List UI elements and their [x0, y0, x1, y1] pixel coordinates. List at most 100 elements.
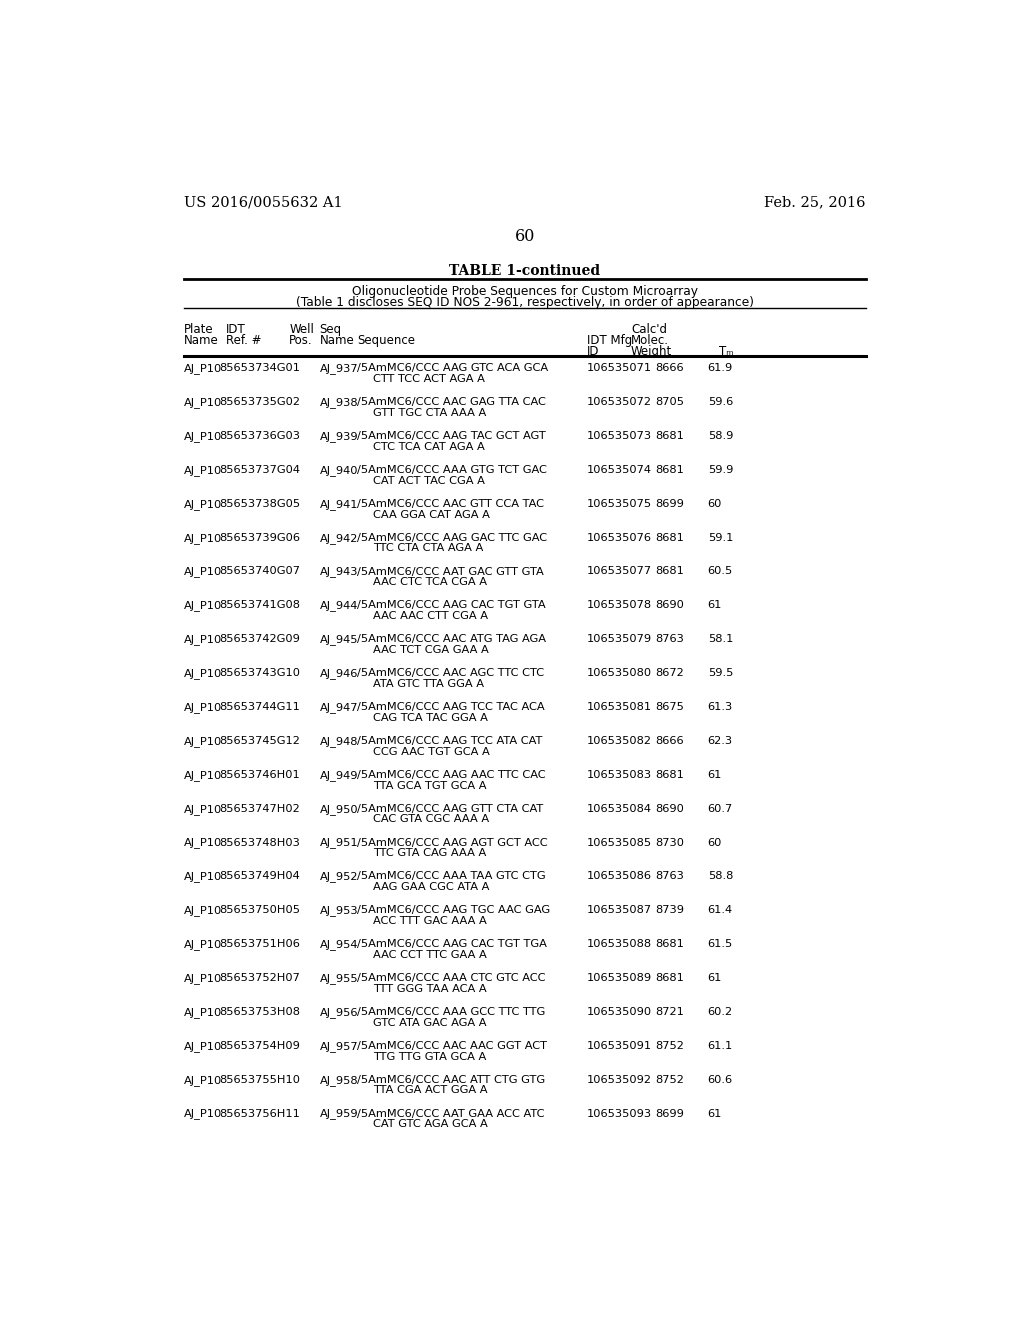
Text: 59.1: 59.1: [708, 533, 733, 543]
Text: AAC AAC CTT CGA A: AAC AAC CTT CGA A: [373, 611, 487, 622]
Text: /5AmMC6/CCC AAG GTC ACA GCA: /5AmMC6/CCC AAG GTC ACA GCA: [357, 363, 549, 374]
Text: AJ_943: AJ_943: [319, 566, 358, 577]
Text: 8681: 8681: [655, 465, 684, 475]
Text: AJ_937: AJ_937: [319, 363, 358, 374]
Text: 106535087: 106535087: [587, 906, 652, 915]
Text: CAC GTA CGC AAA A: CAC GTA CGC AAA A: [373, 814, 489, 825]
Text: 60.5: 60.5: [708, 566, 733, 577]
Text: 85653738G05: 85653738G05: [219, 499, 301, 508]
Text: 8699: 8699: [655, 499, 684, 508]
Text: 106535085: 106535085: [587, 838, 652, 847]
Text: /5AmMC6/CCC AAG AAC TTC CAC: /5AmMC6/CCC AAG AAC TTC CAC: [357, 770, 546, 780]
Text: Well: Well: [289, 323, 314, 337]
Text: 106535092: 106535092: [587, 1074, 652, 1085]
Text: /5AmMC6/CCC AAT GAC GTT GTA: /5AmMC6/CCC AAT GAC GTT GTA: [357, 566, 544, 577]
Text: 106535081: 106535081: [587, 702, 652, 711]
Text: /5AmMC6/CCC AAC GTT CCA TAC: /5AmMC6/CCC AAC GTT CCA TAC: [357, 499, 545, 508]
Text: Sequence: Sequence: [357, 334, 416, 347]
Text: /5AmMC6/CCC AAA GCC TTC TTG: /5AmMC6/CCC AAA GCC TTC TTG: [357, 1007, 546, 1016]
Text: 106535076: 106535076: [587, 533, 652, 543]
Text: US 2016/0055632 A1: US 2016/0055632 A1: [183, 195, 342, 210]
Text: TTA CGA ACT GGA A: TTA CGA ACT GGA A: [373, 1085, 487, 1096]
Text: 106535093: 106535093: [587, 1109, 652, 1118]
Text: ID: ID: [587, 345, 599, 358]
Text: ACC TTT GAC AAA A: ACC TTT GAC AAA A: [373, 916, 486, 927]
Text: 61.1: 61.1: [708, 1040, 733, 1051]
Text: 106535090: 106535090: [587, 1007, 652, 1016]
Text: AJ_P10: AJ_P10: [183, 533, 222, 544]
Text: AJ_P10: AJ_P10: [183, 601, 222, 611]
Text: AAG GAA CGC ATA A: AAG GAA CGC ATA A: [373, 882, 489, 892]
Text: 106535075: 106535075: [587, 499, 652, 508]
Text: 60.2: 60.2: [708, 1007, 733, 1016]
Text: TTT GGG TAA ACA A: TTT GGG TAA ACA A: [373, 983, 486, 994]
Text: Plate: Plate: [183, 323, 213, 337]
Text: AJ_P10: AJ_P10: [183, 973, 222, 983]
Text: /5AmMC6/CCC AAT GAA ACC ATC: /5AmMC6/CCC AAT GAA ACC ATC: [357, 1109, 545, 1118]
Text: AJ_948: AJ_948: [319, 737, 358, 747]
Text: CAA GGA CAT AGA A: CAA GGA CAT AGA A: [373, 510, 489, 520]
Text: 85653745G12: 85653745G12: [219, 737, 300, 746]
Text: 61: 61: [708, 770, 722, 780]
Text: 60.7: 60.7: [708, 804, 733, 813]
Text: 106535086: 106535086: [587, 871, 652, 882]
Text: 85653737G04: 85653737G04: [219, 465, 300, 475]
Text: AJ_P10: AJ_P10: [183, 940, 222, 950]
Text: AJ_939: AJ_939: [319, 430, 358, 442]
Text: /5AmMC6/CCC AAC AGC TTC CTC: /5AmMC6/CCC AAC AGC TTC CTC: [357, 668, 545, 678]
Text: ATA GTC TTA GGA A: ATA GTC TTA GGA A: [373, 678, 484, 689]
Text: 8681: 8681: [655, 430, 684, 441]
Text: 8690: 8690: [655, 804, 684, 813]
Text: 106535084: 106535084: [587, 804, 652, 813]
Text: AJ_945: AJ_945: [319, 635, 358, 645]
Text: AJ_941: AJ_941: [319, 499, 358, 510]
Text: 8721: 8721: [655, 1007, 684, 1016]
Text: 61.3: 61.3: [708, 702, 733, 711]
Text: 106535074: 106535074: [587, 465, 652, 475]
Text: TABLE 1-continued: TABLE 1-continued: [450, 264, 600, 279]
Text: 106535078: 106535078: [587, 601, 652, 610]
Text: CAT ACT TAC CGA A: CAT ACT TAC CGA A: [373, 475, 484, 486]
Text: /5AmMC6/CCC AAC GAG TTA CAC: /5AmMC6/CCC AAC GAG TTA CAC: [357, 397, 546, 407]
Text: 85653753H08: 85653753H08: [219, 1007, 300, 1016]
Text: 61: 61: [708, 973, 722, 983]
Text: 85653748H03: 85653748H03: [219, 838, 300, 847]
Text: 8672: 8672: [655, 668, 684, 678]
Text: TTA GCA TGT GCA A: TTA GCA TGT GCA A: [373, 780, 486, 791]
Text: AJ_P10: AJ_P10: [183, 397, 222, 408]
Text: IDT Mfg: IDT Mfg: [587, 334, 632, 347]
Text: 60: 60: [708, 838, 722, 847]
Text: AJ_946: AJ_946: [319, 668, 357, 678]
Text: CTT TCC ACT AGA A: CTT TCC ACT AGA A: [373, 374, 484, 384]
Text: AJ_P10: AJ_P10: [183, 635, 222, 645]
Text: AJ_P10: AJ_P10: [183, 499, 222, 510]
Text: IDT: IDT: [225, 323, 246, 337]
Text: 85653747H02: 85653747H02: [219, 804, 300, 813]
Text: 85653735G02: 85653735G02: [219, 397, 300, 407]
Text: Ref. #: Ref. #: [225, 334, 261, 347]
Text: 85653734G01: 85653734G01: [219, 363, 300, 374]
Text: 106535072: 106535072: [587, 397, 652, 407]
Text: AAC TCT CGA GAA A: AAC TCT CGA GAA A: [373, 645, 488, 655]
Text: 58.1: 58.1: [708, 635, 733, 644]
Text: Pos.: Pos.: [289, 334, 312, 347]
Text: 85653756H11: 85653756H11: [219, 1109, 300, 1118]
Text: TTC GTA CAG AAA A: TTC GTA CAG AAA A: [373, 849, 486, 858]
Text: 59.9: 59.9: [708, 465, 733, 475]
Text: 58.8: 58.8: [708, 871, 733, 882]
Text: 106535091: 106535091: [587, 1040, 652, 1051]
Text: AJ_940: AJ_940: [319, 465, 358, 475]
Text: CAG TCA TAC GGA A: CAG TCA TAC GGA A: [373, 713, 487, 723]
Text: /5AmMC6/CCC AAC AAC GGT ACT: /5AmMC6/CCC AAC AAC GGT ACT: [357, 1040, 548, 1051]
Text: 60.6: 60.6: [708, 1074, 733, 1085]
Text: 85653740G07: 85653740G07: [219, 566, 300, 577]
Text: /5AmMC6/CCC AAG CAC TGT TGA: /5AmMC6/CCC AAG CAC TGT TGA: [357, 940, 547, 949]
Text: AJ_P10: AJ_P10: [183, 1040, 222, 1052]
Text: /5AmMC6/CCC AAG CAC TGT GTA: /5AmMC6/CCC AAG CAC TGT GTA: [357, 601, 546, 610]
Text: 8681: 8681: [655, 533, 684, 543]
Text: AJ_955: AJ_955: [319, 973, 358, 983]
Text: /5AmMC6/CCC AAG GAC TTC GAC: /5AmMC6/CCC AAG GAC TTC GAC: [357, 533, 548, 543]
Text: 8681: 8681: [655, 940, 684, 949]
Text: /5AmMC6/CCC AAG GTT CTA CAT: /5AmMC6/CCC AAG GTT CTA CAT: [357, 804, 544, 813]
Text: /5AmMC6/CCC AAA TAA GTC CTG: /5AmMC6/CCC AAA TAA GTC CTG: [357, 871, 546, 882]
